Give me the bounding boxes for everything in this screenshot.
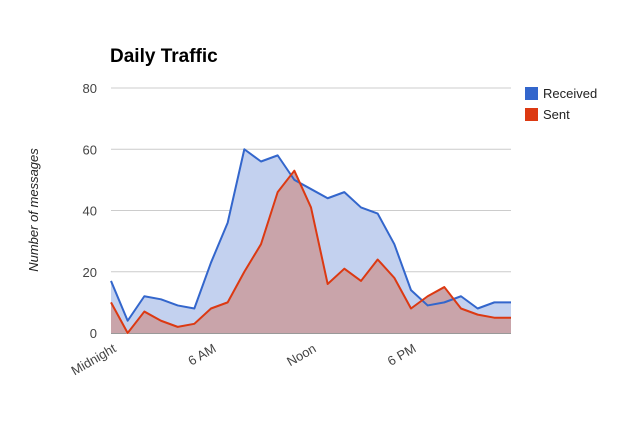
series-lines <box>110 148 511 334</box>
line-received[interactable] <box>110 148 511 322</box>
y-axis-label: Number of messages <box>26 148 41 272</box>
x-axis-ticks: Midnight 6 AM Noon 6 PM <box>68 340 418 378</box>
line-sent[interactable] <box>110 169 511 334</box>
legend-swatch-received <box>525 87 538 100</box>
legend-swatch-sent <box>525 108 538 121</box>
area-sent <box>111 170 511 333</box>
y-axis-ticks: 0 20 40 60 80 <box>83 81 97 341</box>
y-tick-label: 40 <box>83 204 97 219</box>
y-tick-label: 80 <box>83 81 97 96</box>
y-tick-label: 60 <box>83 142 97 157</box>
y-tick-label: 20 <box>83 265 97 280</box>
legend-label-received[interactable]: Received <box>543 86 597 101</box>
chart-title: Daily Traffic <box>110 46 218 67</box>
x-tick-label: Midnight <box>68 340 118 378</box>
legend-label-sent[interactable]: Sent <box>543 107 570 122</box>
legend: Received Sent <box>525 86 597 122</box>
series-areas <box>111 149 511 333</box>
y-tick-label: 0 <box>90 326 97 341</box>
x-tick-label: Noon <box>284 341 318 370</box>
x-tick-label: 6 PM <box>385 341 419 369</box>
x-tick-label: 6 AM <box>185 341 218 369</box>
